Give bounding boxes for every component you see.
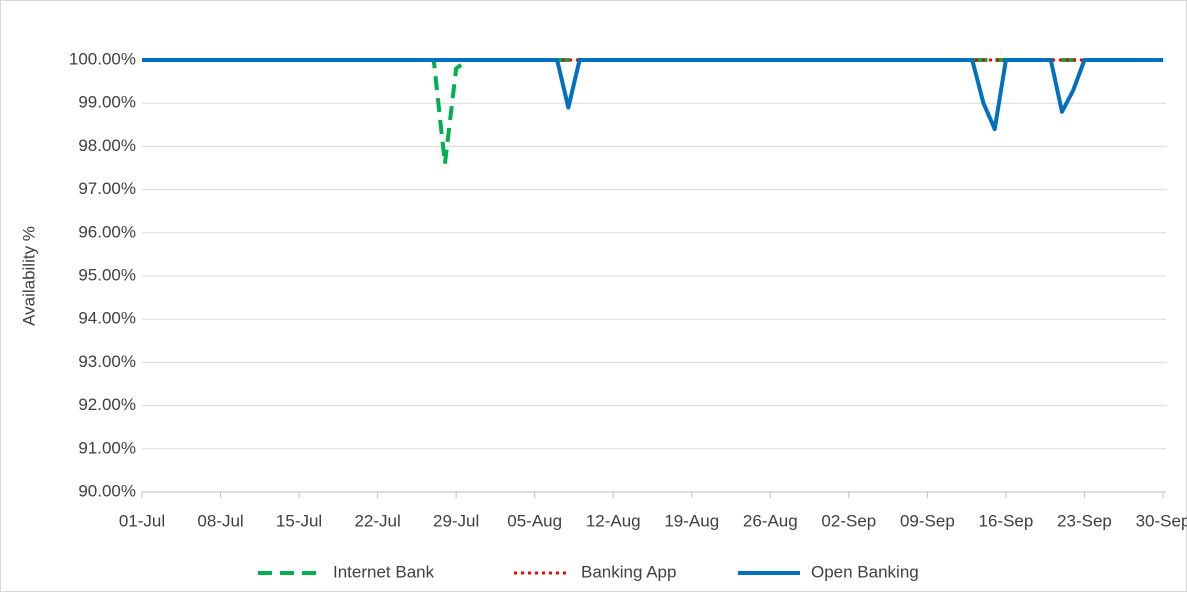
legend-label: Internet Bank: [333, 562, 435, 581]
x-tick-label: 30-Sep: [1136, 511, 1187, 530]
y-tick-label: 94.00%: [78, 309, 136, 328]
y-tick-label: 96.00%: [78, 222, 136, 241]
x-tick-label: 15-Jul: [276, 511, 322, 530]
series-line: [142, 58, 1163, 132]
y-tick-label: 98.00%: [78, 136, 136, 155]
x-tick-label: 22-Jul: [354, 511, 400, 530]
y-axis-title: Availability %: [19, 226, 38, 326]
y-tick-label: 93.00%: [78, 352, 136, 371]
x-tick-label: 12-Aug: [586, 511, 641, 530]
x-tick-label: 29-Jul: [433, 511, 479, 530]
y-tick-label: 95.00%: [78, 265, 136, 284]
x-tick-label: 16-Sep: [979, 511, 1034, 530]
legend-label: Open Banking: [811, 562, 919, 581]
x-tick-label: 08-Jul: [197, 511, 243, 530]
x-tick-label: 23-Sep: [1057, 511, 1112, 530]
y-tick-label: 97.00%: [78, 179, 136, 198]
x-tick-label: 05-Aug: [507, 511, 562, 530]
x-tick-label: 01-Jul: [119, 511, 165, 530]
legend-label: Banking App: [581, 562, 676, 581]
x-tick-label: 02-Sep: [821, 511, 876, 530]
y-tick-label: 99.00%: [78, 93, 136, 112]
y-tick-label: 90.00%: [78, 481, 136, 500]
x-tick-label: 19-Aug: [664, 511, 719, 530]
x-tick-label: 26-Aug: [743, 511, 798, 530]
y-tick-label: 91.00%: [78, 438, 136, 457]
x-tick-label: 09-Sep: [900, 511, 955, 530]
y-tick-label: 92.00%: [78, 395, 136, 414]
y-tick-label: 100.00%: [69, 49, 136, 68]
